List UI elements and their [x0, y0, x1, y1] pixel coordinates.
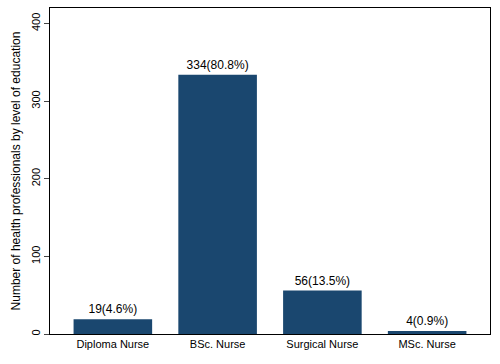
- svg-text:Surgical Nurse: Surgical Nurse: [286, 338, 358, 350]
- svg-text:334(80.8%): 334(80.8%): [187, 58, 249, 72]
- svg-text:Number of health professionals: Number of health professionals by level …: [9, 32, 23, 311]
- svg-text:MSc. Nurse: MSc. Nurse: [398, 338, 455, 350]
- svg-text:56(13.5%): 56(13.5%): [295, 274, 350, 288]
- svg-text:19(4.6%): 19(4.6%): [89, 302, 138, 316]
- svg-text:BSc. Nurse: BSc. Nurse: [190, 338, 246, 350]
- svg-text:4(0.9%): 4(0.9%): [406, 314, 448, 328]
- svg-text:100: 100: [30, 246, 42, 264]
- svg-text:Diploma Nurse: Diploma Nurse: [76, 338, 149, 350]
- svg-text:200: 200: [30, 168, 42, 186]
- svg-text:0: 0: [30, 329, 42, 335]
- svg-text:300: 300: [30, 90, 42, 108]
- svg-text:400: 400: [30, 13, 42, 31]
